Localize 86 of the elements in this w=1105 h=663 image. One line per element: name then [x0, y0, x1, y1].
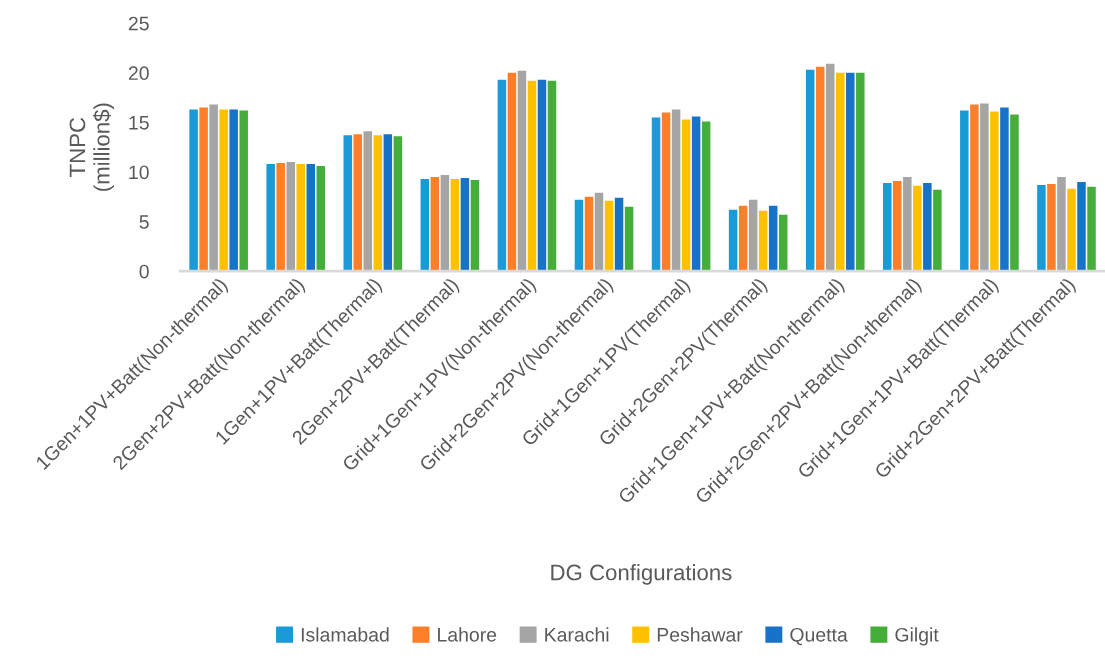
bar: [805, 69, 815, 272]
bar: [1077, 181, 1086, 272]
bar: [1047, 183, 1056, 272]
bar: [1037, 184, 1046, 272]
bar: [903, 176, 912, 272]
bar: [960, 110, 969, 272]
bar: [537, 79, 547, 272]
bar: [363, 131, 373, 272]
bar: [748, 199, 758, 272]
bar: [846, 72, 855, 272]
legend-label: Peshawar: [657, 627, 743, 642]
bar: [661, 112, 671, 272]
bar: [353, 134, 363, 272]
bar: [701, 121, 711, 272]
bar: [574, 199, 584, 272]
bar: [614, 197, 624, 272]
bar: [815, 66, 825, 272]
bar: [316, 166, 326, 272]
bar: [594, 192, 604, 272]
bar: [980, 103, 989, 272]
legend-label: Islamabad: [301, 627, 389, 642]
bar: [990, 111, 999, 272]
y-tick-label: 20: [128, 66, 149, 81]
bar: [738, 205, 748, 272]
y-tick-label: 0: [139, 264, 149, 279]
bar: [1010, 114, 1019, 272]
bar: [189, 109, 198, 272]
bar: [835, 72, 845, 272]
bar: [1000, 107, 1009, 272]
bar: [450, 178, 460, 272]
legend-label: Quetta: [790, 627, 848, 646]
y-tick-label: 5: [139, 215, 149, 229]
bar: [286, 162, 295, 272]
bar: [933, 189, 942, 272]
bar: [691, 116, 701, 272]
bar: [219, 109, 228, 272]
bar: [440, 174, 450, 272]
bar: [507, 72, 517, 272]
bar: [768, 205, 778, 272]
bar: [778, 214, 788, 272]
bar: [624, 206, 634, 272]
bar: [239, 110, 248, 272]
y-tick-label: 25: [128, 16, 149, 31]
y-tick-label: 10: [129, 165, 149, 180]
bar: [893, 180, 902, 272]
bar: [604, 200, 614, 272]
bar: [825, 63, 835, 272]
bar: [497, 79, 507, 272]
bar: [343, 135, 353, 272]
bar: [266, 164, 275, 272]
bar: [883, 182, 892, 272]
bar: [547, 80, 557, 272]
bar: [913, 185, 922, 272]
legend-label: Gilgit: [895, 627, 939, 646]
y-tick-label: 15: [129, 116, 149, 130]
legend-label: Karachi: [545, 627, 609, 642]
bar: [306, 164, 316, 272]
bar: [276, 163, 285, 272]
y-axis-title: TNPC (million$): [69, 103, 115, 191]
bar: [758, 210, 768, 272]
bar: [393, 136, 403, 272]
bar: [651, 117, 661, 272]
bar: [527, 80, 537, 272]
legend-label: Lahore: [438, 627, 497, 642]
bar: [383, 134, 393, 272]
bar: [420, 178, 430, 272]
bar: [923, 182, 932, 272]
bar: [296, 164, 305, 272]
bar: [209, 104, 218, 272]
x-axis-title: DG Configurations: [551, 564, 732, 585]
bar: [199, 107, 208, 272]
bar: [671, 109, 681, 272]
bar: [728, 209, 738, 272]
bar: [970, 104, 979, 272]
bar: [517, 70, 527, 272]
bar: [470, 179, 480, 272]
bar: [229, 109, 238, 272]
bar: [681, 119, 691, 272]
bar: [584, 196, 594, 272]
bar: [430, 176, 440, 272]
bar: [1057, 176, 1066, 272]
bar: [1087, 186, 1096, 272]
bar: [373, 135, 383, 272]
bar: [460, 177, 470, 272]
bar: [856, 72, 865, 272]
bar: [1067, 188, 1076, 272]
